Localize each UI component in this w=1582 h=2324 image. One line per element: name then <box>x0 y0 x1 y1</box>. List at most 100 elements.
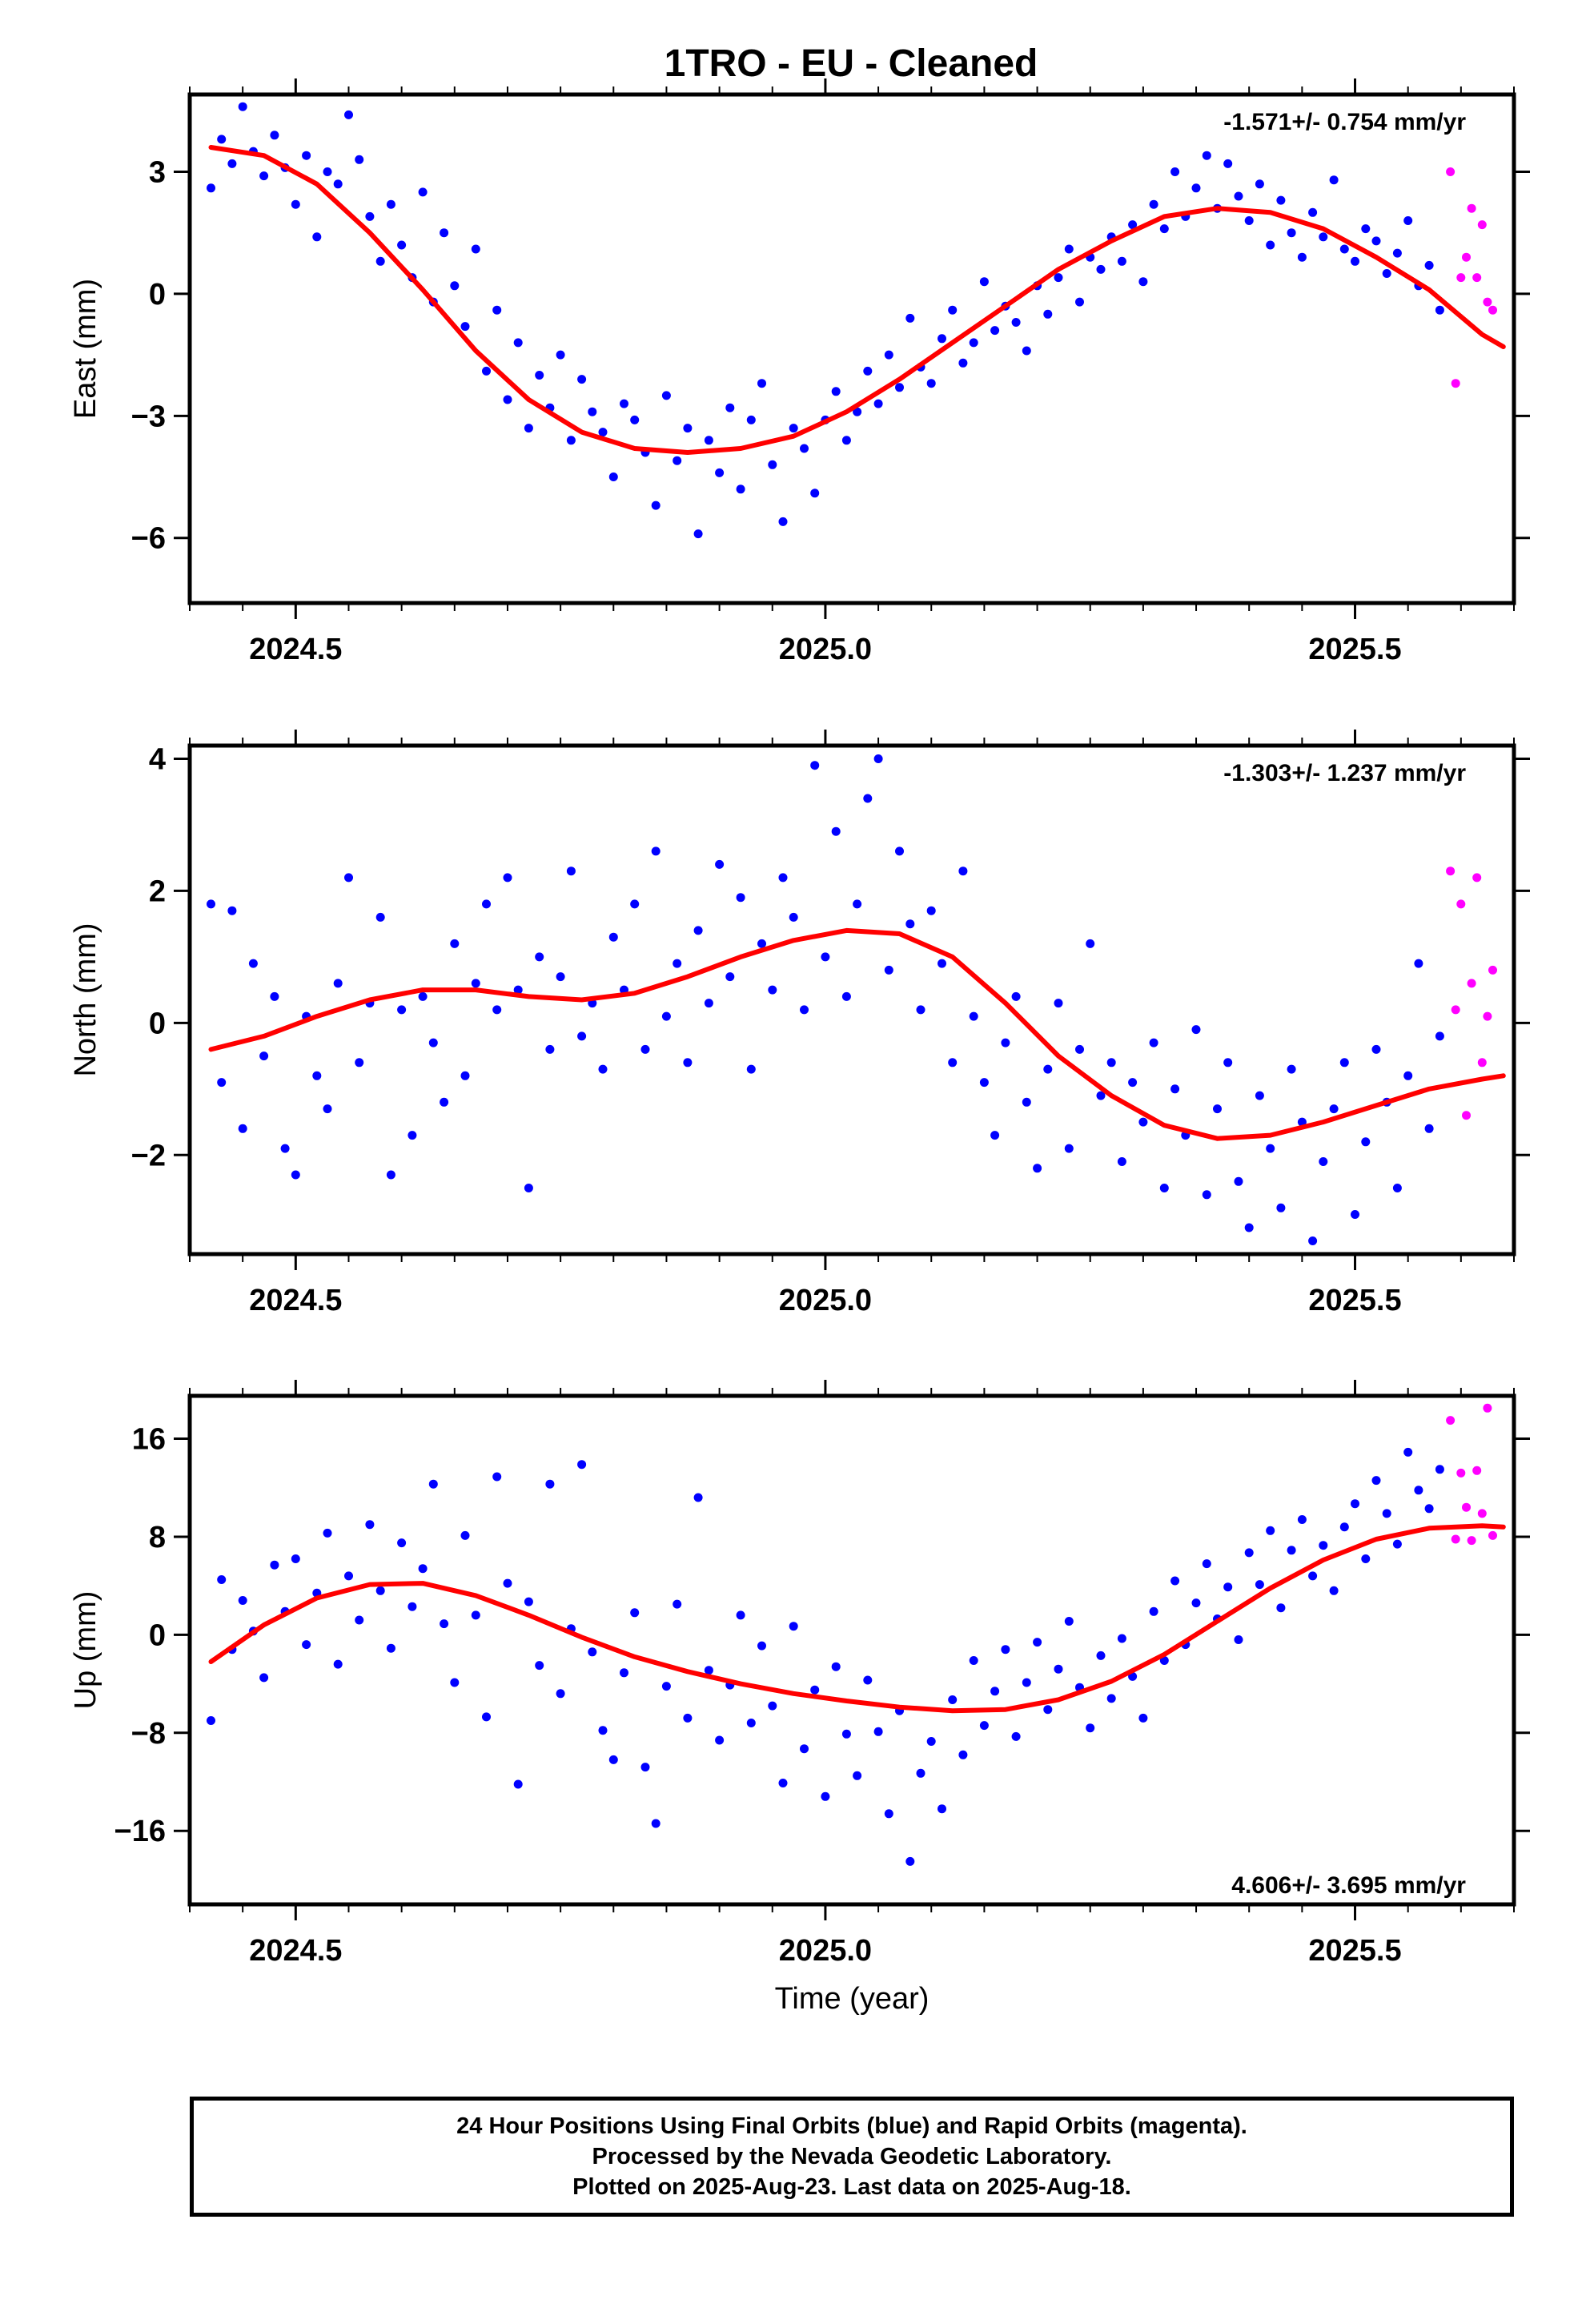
east-final-point <box>227 159 237 168</box>
east-final-point <box>460 322 470 332</box>
up-rapid-point <box>1446 1416 1456 1425</box>
north-final-point <box>979 1078 989 1088</box>
up-final-point <box>979 1721 989 1731</box>
up-final-point <box>291 1554 300 1563</box>
up-final-point <box>482 1712 491 1722</box>
up-final-point <box>1244 1548 1254 1558</box>
east-final-point <box>926 379 936 388</box>
up-rapid-point <box>1462 1502 1471 1512</box>
up-final-point <box>503 1578 512 1588</box>
east-final-point <box>800 444 809 453</box>
east-frame <box>187 92 1516 605</box>
north-final-point <box>291 1170 300 1180</box>
up-final-point <box>259 1673 269 1683</box>
up-final-point <box>1033 1638 1042 1647</box>
east-final-point <box>588 407 597 416</box>
up-final-point <box>1223 1582 1233 1592</box>
up-final-point <box>640 1763 650 1772</box>
up-final-point <box>323 1528 332 1538</box>
north-ylabel: North (mm) <box>69 923 102 1076</box>
north-final-point <box>1033 1164 1042 1173</box>
north-final-point <box>333 979 343 988</box>
up-final-point <box>789 1622 798 1631</box>
up-final-point <box>905 1856 915 1866</box>
up-xtick-label: 2025.0 <box>779 1934 872 1968</box>
east-final-point <box>1435 305 1444 315</box>
north-final-point <box>810 761 820 770</box>
figure-title: 1TRO - EU - Cleaned <box>665 42 1038 85</box>
north-final-point <box>905 919 915 929</box>
up-final-point <box>365 1520 375 1530</box>
up-final-point <box>683 1713 693 1723</box>
up-final-point <box>938 1804 946 1814</box>
up-final-point <box>1191 1598 1201 1608</box>
north-final-point <box>312 1071 322 1080</box>
up-final-point <box>1287 1546 1296 1555</box>
up-final-point <box>853 1771 862 1780</box>
up-final-point <box>810 1685 820 1695</box>
north-final-point <box>778 873 788 883</box>
north-final-point <box>217 1078 227 1088</box>
north-final-point <box>1361 1137 1371 1147</box>
north-final-point <box>608 932 618 942</box>
east-final-point <box>620 399 628 408</box>
north-final-point <box>1276 1203 1286 1212</box>
east-final-point <box>333 179 343 189</box>
east-final-point <box>938 334 946 344</box>
north-final-point <box>1096 1091 1106 1100</box>
east-final-point <box>386 199 396 209</box>
up-ytick-label: 0 <box>149 1618 166 1652</box>
up-final-point <box>1054 1664 1063 1674</box>
north-final-point <box>651 846 661 856</box>
up-rate-label: 4.606+/- 3.695 mm/yr <box>1231 1872 1466 1899</box>
north-final-point <box>566 866 576 876</box>
north-final-point <box>513 985 523 995</box>
up-final-point <box>715 1735 725 1745</box>
north-final-point <box>545 1044 555 1054</box>
north-final-point <box>863 794 873 803</box>
north-final-point <box>1043 1064 1053 1074</box>
north-final-point <box>1329 1104 1339 1114</box>
east-rapid-point <box>1467 203 1476 213</box>
up-final-point <box>1149 1606 1158 1616</box>
east-fit-line <box>208 145 1506 455</box>
east-rapid-point <box>1462 252 1471 262</box>
east-final-point <box>577 375 587 384</box>
up-frame <box>187 1393 1516 1907</box>
up-ytick-label: −8 <box>131 1717 166 1751</box>
north-final-point <box>1287 1064 1296 1074</box>
up-final-point <box>746 1719 756 1727</box>
up-final-point <box>440 1619 449 1629</box>
north-final-point <box>227 906 237 915</box>
north-final-point <box>693 926 703 935</box>
up-rapid-point <box>1451 1534 1460 1544</box>
east-final-point <box>884 350 893 360</box>
up-final-point <box>1011 1731 1021 1741</box>
east-final-point <box>1117 256 1126 266</box>
up-final-point <box>958 1750 968 1759</box>
north-final-point <box>1319 1157 1328 1166</box>
north-final-point <box>503 873 512 883</box>
north-final-point <box>1266 1144 1275 1153</box>
east-final-point <box>312 232 322 242</box>
caption-line-2: Processed by the Nevada Geodetic Laborat… <box>592 2144 1112 2169</box>
east-final-point <box>535 371 544 380</box>
north-final-point <box>853 899 862 909</box>
north-final-point <box>1339 1058 1349 1068</box>
east-final-point <box>302 151 311 160</box>
north-fit-line <box>208 927 1506 1141</box>
east-final-point <box>492 305 502 315</box>
north-frame <box>187 743 1516 1256</box>
up-final-point <box>450 1678 460 1687</box>
east-final-point <box>1075 297 1084 307</box>
east-final-point <box>1202 151 1211 160</box>
east-final-point <box>1159 224 1169 234</box>
up-ytick-label: 8 <box>149 1521 166 1554</box>
up-final-point <box>1351 1499 1359 1509</box>
east-rapid-point <box>1483 297 1492 307</box>
north-final-point <box>418 991 428 1001</box>
up-final-point <box>1329 1586 1339 1595</box>
north-final-point <box>1075 1044 1084 1054</box>
up-final-point <box>238 1596 247 1605</box>
north-final-point <box>471 979 480 988</box>
